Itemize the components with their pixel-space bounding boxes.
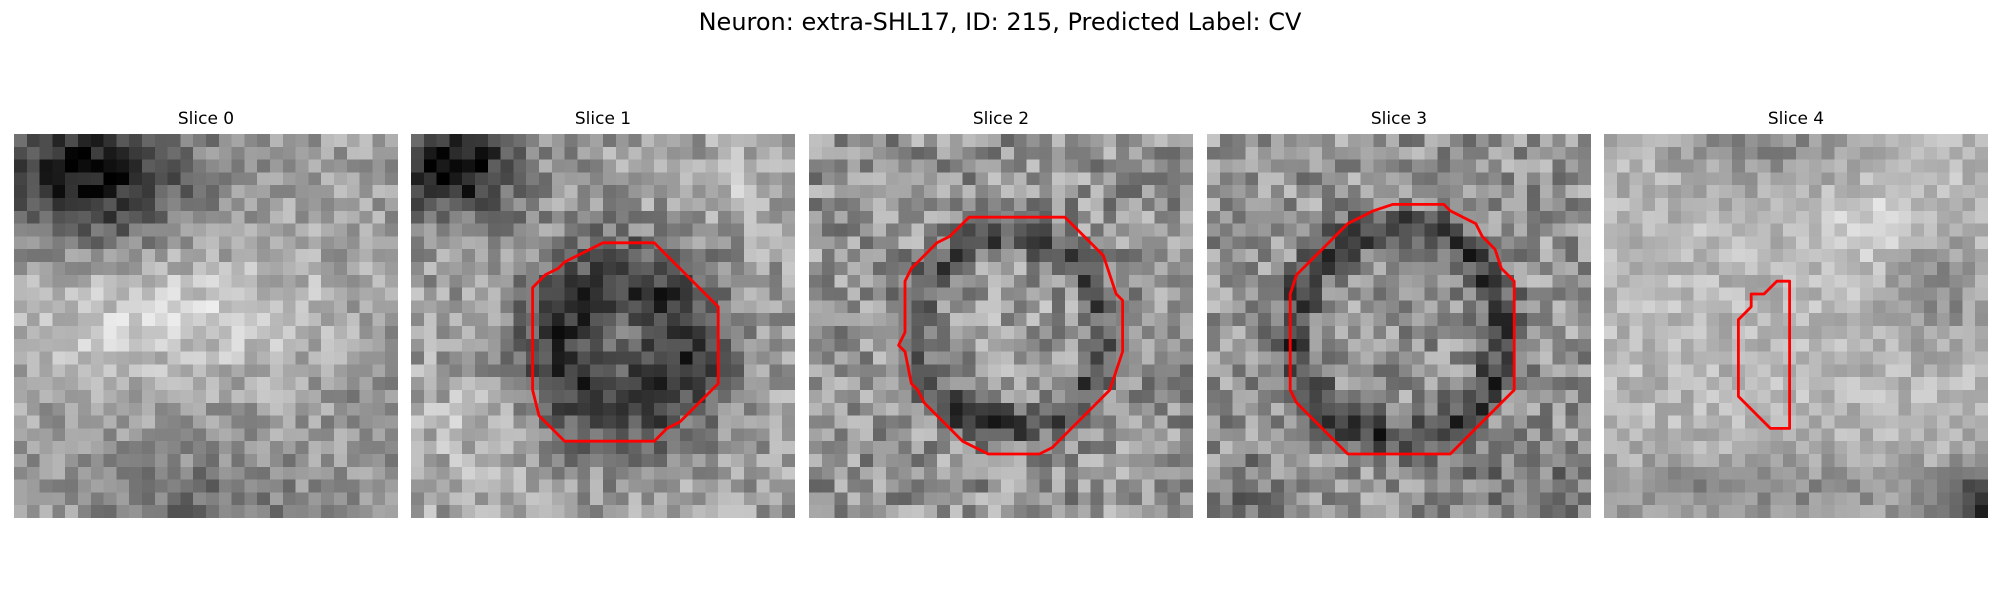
grayscale-slice-image-0 bbox=[14, 134, 398, 518]
slice-panel-2: Slice 2 bbox=[809, 108, 1193, 518]
grayscale-slice-image-3 bbox=[1207, 134, 1591, 518]
figure-title: Neuron: extra-SHL17, ID: 215, Predicted … bbox=[698, 8, 1302, 36]
grayscale-slice-image-4 bbox=[1604, 134, 1988, 518]
segmentation-contour-3 bbox=[1288, 202, 1516, 456]
segmentation-contour-1 bbox=[531, 241, 720, 443]
slice-panel-0: Slice 0 bbox=[14, 108, 398, 518]
slice-title-3: Slice 3 bbox=[1370, 109, 1428, 129]
segmentation-contour-2 bbox=[897, 215, 1125, 456]
grayscale-slice-image-2 bbox=[809, 134, 1193, 518]
grayscale-slice-image-1 bbox=[411, 134, 795, 518]
slice-panel-1: Slice 1 bbox=[411, 108, 795, 518]
slice-title-0: Slice 0 bbox=[177, 109, 235, 129]
slice-panel-3: Slice 3 bbox=[1207, 108, 1591, 518]
segmentation-contour-4 bbox=[1736, 279, 1792, 430]
slice-panel-4: Slice 4 bbox=[1604, 108, 1988, 518]
slice-title-4: Slice 4 bbox=[1767, 109, 1825, 129]
slice-title-1: Slice 1 bbox=[574, 109, 632, 129]
slice-title-2: Slice 2 bbox=[972, 109, 1030, 129]
